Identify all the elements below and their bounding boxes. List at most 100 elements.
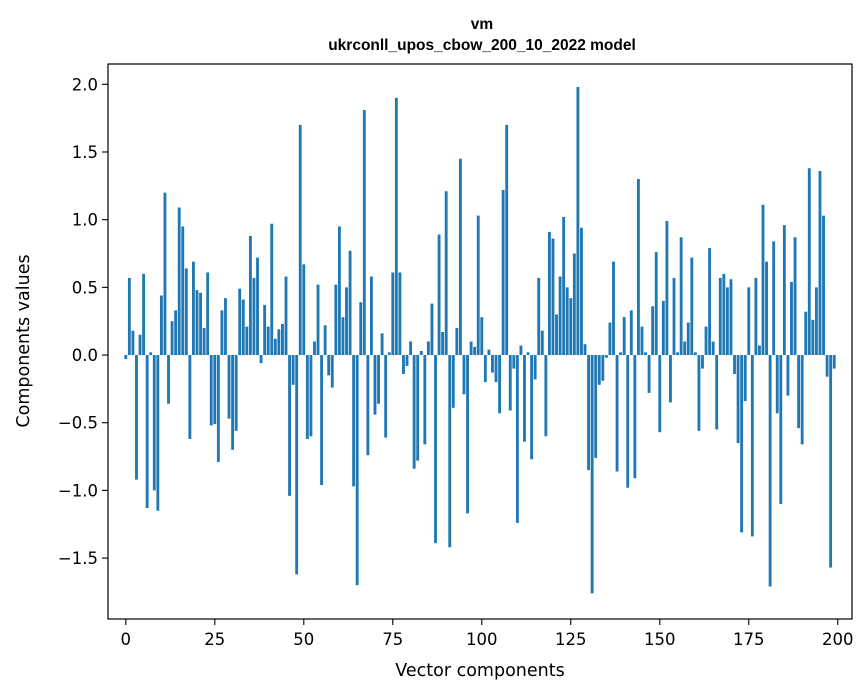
bar: [708, 248, 712, 356]
x-tick-label: 175: [733, 630, 765, 649]
bar: [341, 317, 345, 356]
bar: [604, 355, 608, 358]
bar: [562, 216, 566, 356]
bar: [636, 179, 640, 356]
bar: [651, 306, 655, 356]
bar: [679, 237, 683, 356]
bar: [455, 327, 459, 356]
bar: [288, 355, 291, 496]
bar: [366, 355, 370, 456]
bar: [174, 310, 178, 356]
x-tick-label: 50: [293, 630, 314, 649]
x-axis-label: Vector components: [395, 661, 564, 681]
bar: [686, 322, 690, 356]
x-tick-label: 125: [555, 630, 587, 649]
y-axis-label: Components values: [14, 254, 34, 427]
bar: [216, 355, 220, 462]
y-tick-label: 1.0: [72, 211, 98, 230]
bar: [281, 323, 284, 356]
bar: [405, 355, 409, 366]
bars-group: [124, 87, 836, 594]
bar: [761, 204, 765, 356]
bar: [533, 355, 537, 380]
bar: [291, 355, 295, 385]
bar: [644, 352, 647, 356]
bar: [804, 311, 808, 356]
x-tick-label: 200: [822, 630, 854, 649]
bar: [569, 298, 573, 356]
bar: [302, 264, 306, 356]
bar: [320, 355, 324, 485]
bar: [412, 355, 416, 469]
chart-subtitle: ukrconll_upos_cbow_200_10_2022 model: [328, 37, 636, 54]
bar: [594, 355, 598, 458]
bar: [558, 276, 562, 356]
bar: [170, 321, 174, 356]
bar: [352, 355, 356, 487]
bar: [544, 355, 548, 437]
bar: [188, 355, 192, 439]
bar: [167, 355, 170, 404]
bar: [572, 253, 576, 356]
bar: [580, 227, 583, 356]
bar: [231, 355, 235, 450]
bar: [690, 257, 694, 356]
bar: [622, 317, 626, 356]
bar: [224, 298, 227, 356]
bar: [743, 355, 747, 402]
bar: [487, 349, 491, 356]
bar: [590, 355, 594, 594]
bar: [270, 223, 274, 356]
bar: [608, 322, 612, 356]
bar: [466, 355, 469, 514]
bar: [750, 355, 754, 537]
bar: [693, 352, 697, 356]
bar: [612, 261, 615, 356]
bar: [676, 352, 679, 356]
bar: [398, 272, 402, 356]
bar: [266, 326, 270, 356]
bar: [754, 277, 758, 356]
bar: [537, 277, 541, 356]
bar: [248, 235, 252, 356]
bar: [430, 303, 434, 356]
bar: [462, 355, 466, 395]
bar: [370, 276, 373, 356]
bar: [298, 124, 302, 356]
bar: [672, 277, 676, 356]
bar: [391, 272, 395, 356]
bar: [508, 355, 512, 411]
bar: [576, 87, 580, 356]
bar: [640, 326, 644, 356]
bar: [359, 302, 363, 356]
bar: [733, 355, 736, 374]
x-tick-label: 100: [466, 630, 498, 649]
bar: [498, 355, 502, 414]
bar: [526, 352, 530, 356]
bar: [327, 355, 331, 376]
bar: [772, 241, 776, 356]
bar: [758, 345, 761, 356]
bar: [159, 295, 163, 356]
bar: [818, 170, 822, 356]
bar: [384, 355, 388, 438]
bar: [416, 355, 420, 461]
bar: [206, 272, 210, 356]
bar: [373, 355, 377, 415]
bar: [601, 355, 605, 381]
bar: [434, 355, 437, 544]
bar: [661, 300, 665, 356]
bar: [419, 350, 423, 356]
y-tick-label: 0.0: [72, 346, 98, 365]
bar: [199, 292, 202, 356]
bar: [483, 355, 487, 383]
bar: [145, 355, 149, 508]
bar: [138, 334, 142, 356]
bar: [437, 234, 441, 356]
bar: [729, 279, 733, 356]
bar: [633, 355, 637, 479]
bar: [316, 284, 320, 356]
bar: [184, 268, 188, 356]
bar: [259, 355, 263, 364]
bar: [583, 344, 587, 356]
